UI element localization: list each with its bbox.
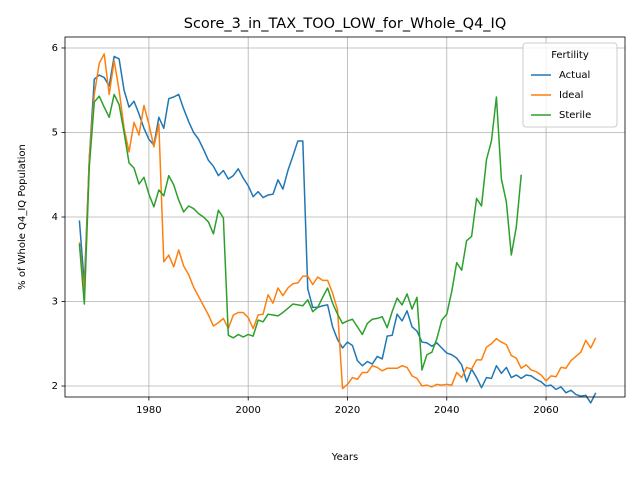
legend-label: Ideal [559, 90, 583, 101]
y-tick-label: 4 [52, 212, 58, 223]
x-tick-label: 2060 [533, 405, 558, 416]
x-tick-label: 2020 [335, 405, 360, 416]
legend-label: Actual [559, 70, 590, 81]
x-tick-label: 2040 [434, 405, 459, 416]
legend-label: Sterile [559, 110, 591, 121]
legend: Fertility Actual Ideal Sterile [522, 42, 618, 128]
plot-frame [64, 36, 626, 398]
y-tick-label: 3 [52, 297, 58, 308]
legend-title: Fertility [551, 50, 589, 61]
line-series [78, 93, 522, 371]
chart-title: Score_3_in_TAX_TOO_LOW_for_Whole_Q4_IQ [184, 16, 507, 32]
x-tick-label: 1980 [136, 405, 161, 416]
y-tick-label: 6 [52, 43, 58, 54]
line-series [78, 53, 597, 390]
x-tick-label: 2000 [235, 405, 260, 416]
legend-box [522, 42, 618, 128]
line-series [78, 55, 597, 404]
x-axis-label: Years [331, 452, 358, 463]
y-axis-label: % of Whole Q4_IQ Population [17, 144, 28, 290]
y-tick-label: 5 [52, 127, 58, 138]
y-tick-label: 2 [52, 381, 58, 392]
